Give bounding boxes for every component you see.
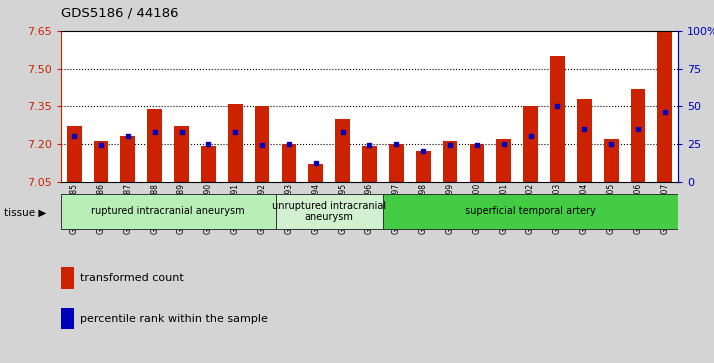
Text: unruptured intracranial
aneurysm: unruptured intracranial aneurysm bbox=[272, 201, 386, 222]
Bar bbox=[362, 146, 377, 182]
Text: ruptured intracranial aneurysm: ruptured intracranial aneurysm bbox=[91, 207, 245, 216]
Bar bbox=[147, 109, 162, 182]
Bar bbox=[94, 141, 109, 182]
Bar bbox=[61, 308, 74, 330]
Bar bbox=[443, 141, 458, 182]
Bar bbox=[658, 31, 673, 182]
Bar bbox=[577, 99, 592, 182]
Bar bbox=[121, 136, 135, 182]
Bar bbox=[604, 139, 618, 182]
Bar bbox=[470, 144, 484, 182]
Bar bbox=[66, 126, 81, 182]
Text: percentile rank within the sample: percentile rank within the sample bbox=[81, 314, 268, 324]
Bar bbox=[336, 119, 350, 182]
Bar bbox=[523, 106, 538, 182]
Bar bbox=[383, 194, 678, 229]
Bar bbox=[276, 194, 383, 229]
Text: transformed count: transformed count bbox=[81, 273, 184, 283]
Bar bbox=[496, 139, 511, 182]
Bar bbox=[61, 194, 276, 229]
Bar bbox=[308, 164, 323, 182]
Text: GDS5186 / 44186: GDS5186 / 44186 bbox=[61, 7, 178, 20]
Bar bbox=[174, 126, 189, 182]
Bar bbox=[630, 89, 645, 182]
Bar bbox=[389, 144, 403, 182]
Text: superficial temporal artery: superficial temporal artery bbox=[466, 207, 596, 216]
Bar bbox=[228, 104, 243, 182]
Bar bbox=[416, 151, 431, 182]
Bar bbox=[61, 267, 74, 289]
Text: tissue ▶: tissue ▶ bbox=[4, 207, 46, 217]
Bar bbox=[281, 144, 296, 182]
Bar bbox=[255, 106, 269, 182]
Bar bbox=[201, 146, 216, 182]
Bar bbox=[550, 56, 565, 182]
